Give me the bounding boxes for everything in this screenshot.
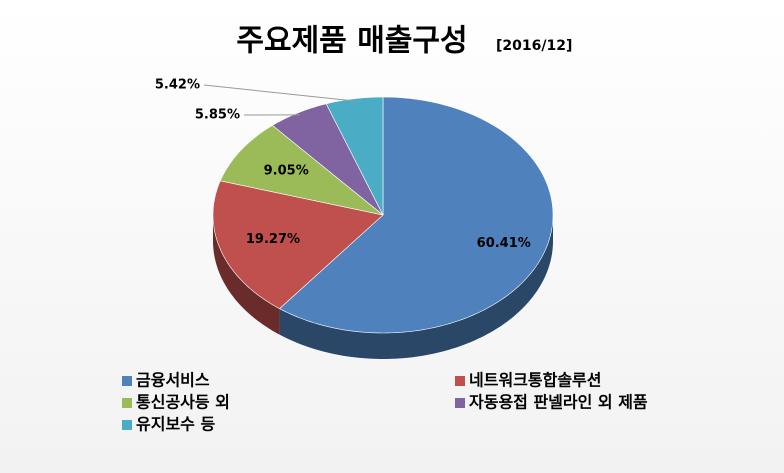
- legend-swatch: [122, 420, 132, 430]
- legend-label: 네트워크통합솔루션: [469, 371, 601, 390]
- legend-label: 금융서비스: [136, 371, 210, 390]
- leader-line: [203, 84, 355, 102]
- data-label: 60.41%: [477, 236, 531, 251]
- legend-swatch: [455, 398, 465, 408]
- data-label: 5.42%: [155, 78, 200, 93]
- legend-swatch: [455, 376, 465, 386]
- legend-label: 통신공사등 외: [136, 393, 230, 412]
- slice: [219, 125, 384, 216]
- slice-side: [213, 215, 280, 335]
- slice: [279, 96, 554, 334]
- slice: [325, 96, 384, 216]
- slice: [212, 180, 384, 310]
- data-label: 9.05%: [264, 164, 309, 179]
- chart-subtitle: [2016/12]: [496, 38, 572, 54]
- slice: [271, 103, 384, 216]
- legend-swatch: [122, 376, 132, 386]
- data-label: 5.85%: [195, 108, 240, 123]
- slice-side: [279, 215, 553, 359]
- chart-title: 주요제품 매출구성: [236, 24, 467, 59]
- legend-swatch: [122, 398, 132, 408]
- data-label: 19.27%: [246, 232, 300, 247]
- legend-label: 유지보수 등: [136, 415, 215, 434]
- legend-label: 자동용접 판넬라인 외 제품: [469, 393, 648, 412]
